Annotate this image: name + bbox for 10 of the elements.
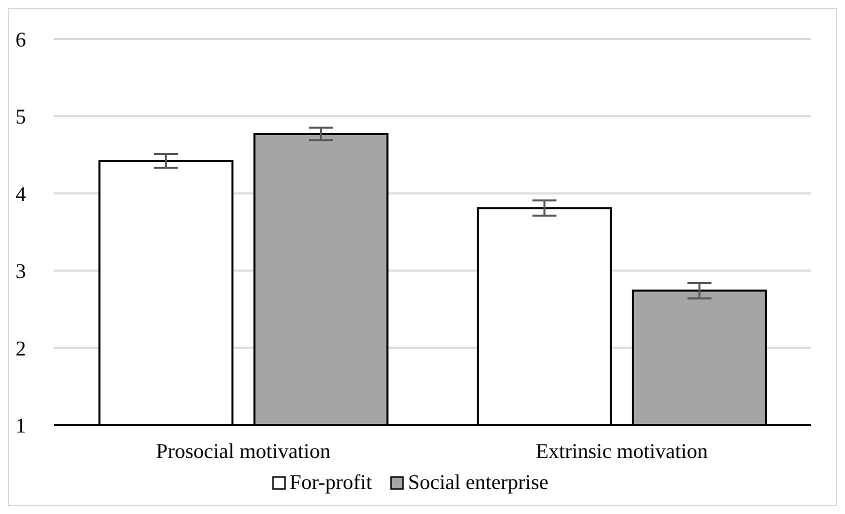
y-tick-label: 2 (16, 336, 26, 360)
y-tick-label: 6 (16, 27, 26, 52)
y-tick-label: 3 (16, 259, 26, 284)
y-tick-label: 5 (16, 104, 26, 129)
x-tick-label: Extrinsic motivation (536, 438, 708, 463)
x-tick-label: Prosocial motivation (156, 438, 331, 463)
legend-label: Social enterprise (408, 470, 548, 495)
y-tick-label: 4 (16, 182, 26, 206)
legend-label: For-profit (290, 470, 372, 495)
y-tick-label: 1 (16, 413, 26, 438)
